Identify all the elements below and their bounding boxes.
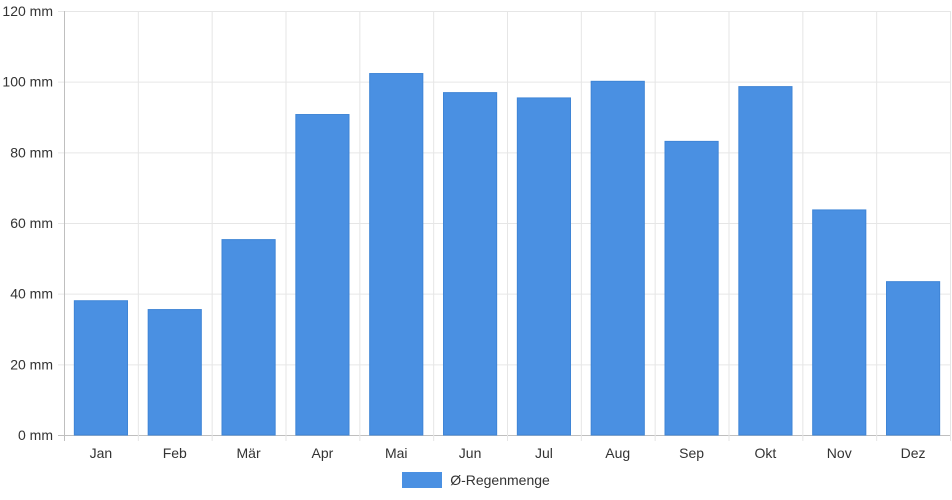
x-tick-label: Mär (237, 445, 261, 461)
x-tick-label: Sep (679, 445, 704, 461)
bar-mär (221, 239, 276, 436)
bar-jan (73, 300, 128, 436)
bar-apr (295, 114, 350, 436)
bar-dez (886, 281, 941, 436)
y-tick-label: 100 mm (2, 74, 53, 90)
bar-aug (590, 80, 645, 436)
x-tick-label: Apr (312, 445, 334, 461)
y-tick-label: 60 mm (10, 215, 53, 231)
x-tick-label: Mai (385, 445, 408, 461)
y-tick-label: 80 mm (10, 144, 53, 160)
axes: 0 mm 20 mm 40 mm 60 mm 80 mm 100 mm 120 mm Jan F… (2, 3, 925, 461)
x-tick-label: Jul (535, 445, 553, 461)
x-tick-label: Feb (163, 445, 187, 461)
bar-chart: 0 mm 20 mm 40 mm 60 mm 80 mm 100 mm 120 mm Jan F… (2, 3, 951, 461)
bar-jun (443, 92, 498, 436)
x-tick-label: Okt (755, 445, 777, 461)
x-tick-label: Jun (459, 445, 482, 461)
legend[interactable]: Ø-Regenmenge (0, 472, 952, 488)
legend-label: Ø-Regenmenge (450, 472, 550, 488)
y-tick-label: 40 mm (10, 286, 53, 302)
grid-lines (58, 11, 951, 441)
x-tick-label: Nov (827, 445, 852, 461)
y-tick-label: 0 mm (18, 427, 53, 443)
y-tick-label: 20 mm (10, 356, 53, 372)
x-tick-label: Aug (605, 445, 630, 461)
y-tick-label: 120 mm (2, 3, 53, 19)
bar-okt (738, 86, 793, 436)
bar-jul (516, 97, 571, 436)
x-tick-label: Dez (901, 445, 926, 461)
bar-sep (664, 140, 719, 436)
legend-swatch (402, 472, 443, 488)
x-tick-label: Jan (90, 445, 113, 461)
bar-nov (812, 209, 867, 436)
bar-mai (369, 73, 424, 436)
bar-feb (147, 309, 202, 436)
bar-series (73, 73, 941, 436)
